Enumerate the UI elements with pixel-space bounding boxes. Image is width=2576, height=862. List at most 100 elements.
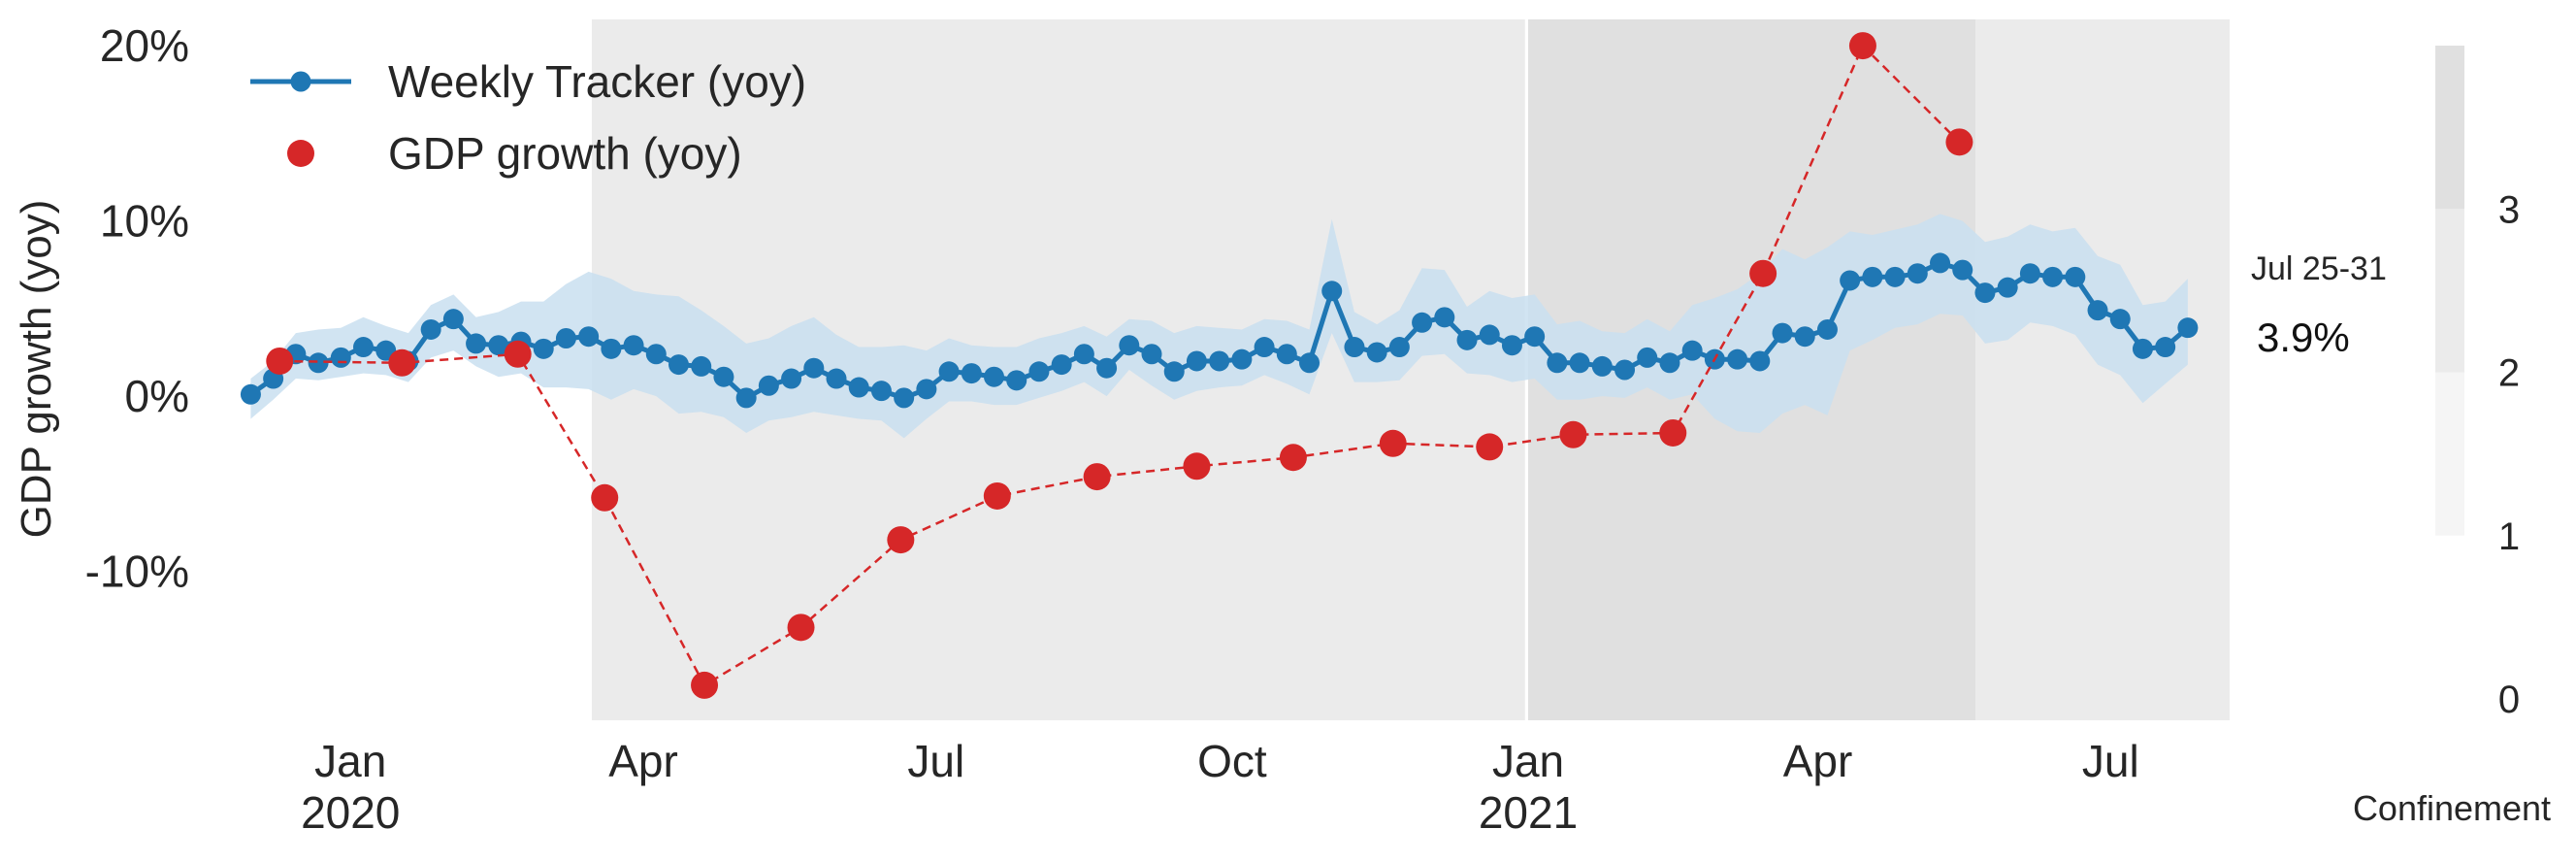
- gdp-point: [1379, 429, 1407, 457]
- confidence-band: [250, 214, 2188, 439]
- tracker-point: [442, 309, 464, 330]
- tracker-point: [668, 354, 690, 376]
- tracker-point: [353, 337, 375, 358]
- tracker-point: [488, 335, 509, 356]
- gdp-point: [1183, 452, 1211, 481]
- tracker-point: [1974, 282, 1996, 304]
- tracker-point: [308, 352, 329, 374]
- tracker-point: [1862, 266, 1883, 287]
- tracker-point: [1366, 342, 1387, 363]
- tracker-point: [781, 368, 802, 389]
- tracker-point: [1119, 335, 1140, 356]
- tracker-point: [420, 318, 441, 340]
- gdp-point: [504, 340, 532, 368]
- tracker-point: [758, 375, 779, 396]
- tracker-point: [330, 347, 351, 368]
- confinement-colorbar: 0 1 2 3 Confinement: [2353, 46, 2551, 828]
- legend-gdp-label: GDP growth (yoy): [388, 128, 742, 179]
- confinement-band-2: [1975, 19, 2230, 720]
- gdp-point: [1476, 433, 1504, 461]
- tracker-point: [2042, 266, 2064, 287]
- tracker-point: [2155, 337, 2176, 358]
- y-axis-label: GDP growth (yoy): [13, 200, 60, 539]
- tracker-point: [1321, 281, 1343, 302]
- tracker-point: [1794, 326, 1815, 348]
- tracker-point: [803, 357, 825, 379]
- tracker-point: [1254, 337, 1275, 358]
- tracker-point: [2109, 309, 2131, 330]
- colorbar-segment-0: [2435, 372, 2464, 536]
- tracker-point: [623, 335, 644, 356]
- tracker-point: [1412, 312, 1433, 333]
- x-tick-label: Oct: [1197, 736, 1267, 786]
- tracker-point: [645, 344, 667, 365]
- tracker-point: [555, 328, 576, 349]
- gdp-point: [1945, 128, 1973, 156]
- tracker-point: [1816, 318, 1838, 340]
- tracker-point: [1141, 344, 1162, 365]
- x-tick-label: Apr: [608, 736, 678, 786]
- gdp-point: [887, 526, 915, 554]
- tracker-point: [1997, 277, 2018, 298]
- legend-tracker-label: Weekly Tracker (yoy): [388, 56, 806, 107]
- legend-tracker-marker: [290, 71, 311, 92]
- tracker-point: [1884, 266, 1906, 287]
- tracker-point: [1930, 252, 1951, 274]
- tracker-point: [1591, 355, 1613, 377]
- annotation-value: 3.9%: [2257, 315, 2350, 360]
- tracker-point: [1299, 352, 1321, 374]
- tracker-point: [1028, 361, 1050, 382]
- tracker-point: [938, 361, 960, 382]
- gdp-point: [1279, 444, 1307, 472]
- weekly-tracker-series: [240, 252, 2199, 409]
- y-axis-ticks: 20% 10% 0% -10%: [85, 20, 189, 597]
- y-tick-label: 0%: [125, 371, 189, 421]
- colorbar-tick-label: 1: [2498, 515, 2520, 558]
- tracker-point: [1096, 357, 1118, 379]
- tracker-point: [1163, 361, 1185, 382]
- tracker-point: [1456, 329, 1478, 350]
- tracker-point: [1547, 352, 1568, 374]
- legend-gdp-marker: [287, 140, 314, 167]
- x-tick-label: Jan: [314, 736, 386, 786]
- tracker-point: [1388, 337, 1410, 358]
- tracker-point: [1907, 263, 1928, 284]
- gdp-point: [1659, 418, 1687, 447]
- gdp-dashed-line: [279, 43, 1961, 687]
- tracker-point: [848, 377, 869, 398]
- x-tick-year-label: 2020: [301, 787, 400, 838]
- tracker-point: [1209, 350, 1230, 372]
- gdp-point: [787, 613, 815, 642]
- tracker-point: [2177, 317, 2199, 339]
- gdp-point: [266, 347, 294, 375]
- tracker-point: [1186, 350, 1207, 372]
- tracker-point: [1681, 340, 1703, 361]
- tracker-point: [1231, 348, 1253, 370]
- tracker-point: [1727, 348, 1748, 370]
- tracker-point: [578, 326, 600, 348]
- colorbar-label: Confinement: [2353, 788, 2551, 828]
- gdp-point: [1083, 463, 1111, 491]
- tracker-point: [1434, 307, 1455, 328]
- tracker-point: [2132, 338, 2153, 359]
- tracker-point: [1344, 337, 1365, 358]
- tracker-point: [1659, 352, 1680, 374]
- tracker-point: [894, 387, 915, 409]
- gdp-point: [983, 481, 1011, 510]
- tracker-point: [240, 383, 261, 405]
- colorbar-tick-label: 2: [2498, 352, 2520, 395]
- tracker-point: [826, 368, 847, 389]
- tracker-point: [735, 387, 757, 409]
- tracker-point: [1637, 347, 1658, 368]
- tracker-point: [1276, 344, 1297, 365]
- tracker-point: [1479, 324, 1500, 346]
- tracker-point: [1840, 270, 1861, 291]
- tracker-point: [2087, 300, 2108, 321]
- tracker-point: [1749, 350, 1771, 372]
- tracker-point: [1006, 370, 1027, 391]
- tracker-point: [533, 338, 554, 359]
- tracker-point: [2065, 266, 2086, 287]
- tracker-point: [961, 363, 982, 384]
- tracker-point: [1772, 322, 1793, 344]
